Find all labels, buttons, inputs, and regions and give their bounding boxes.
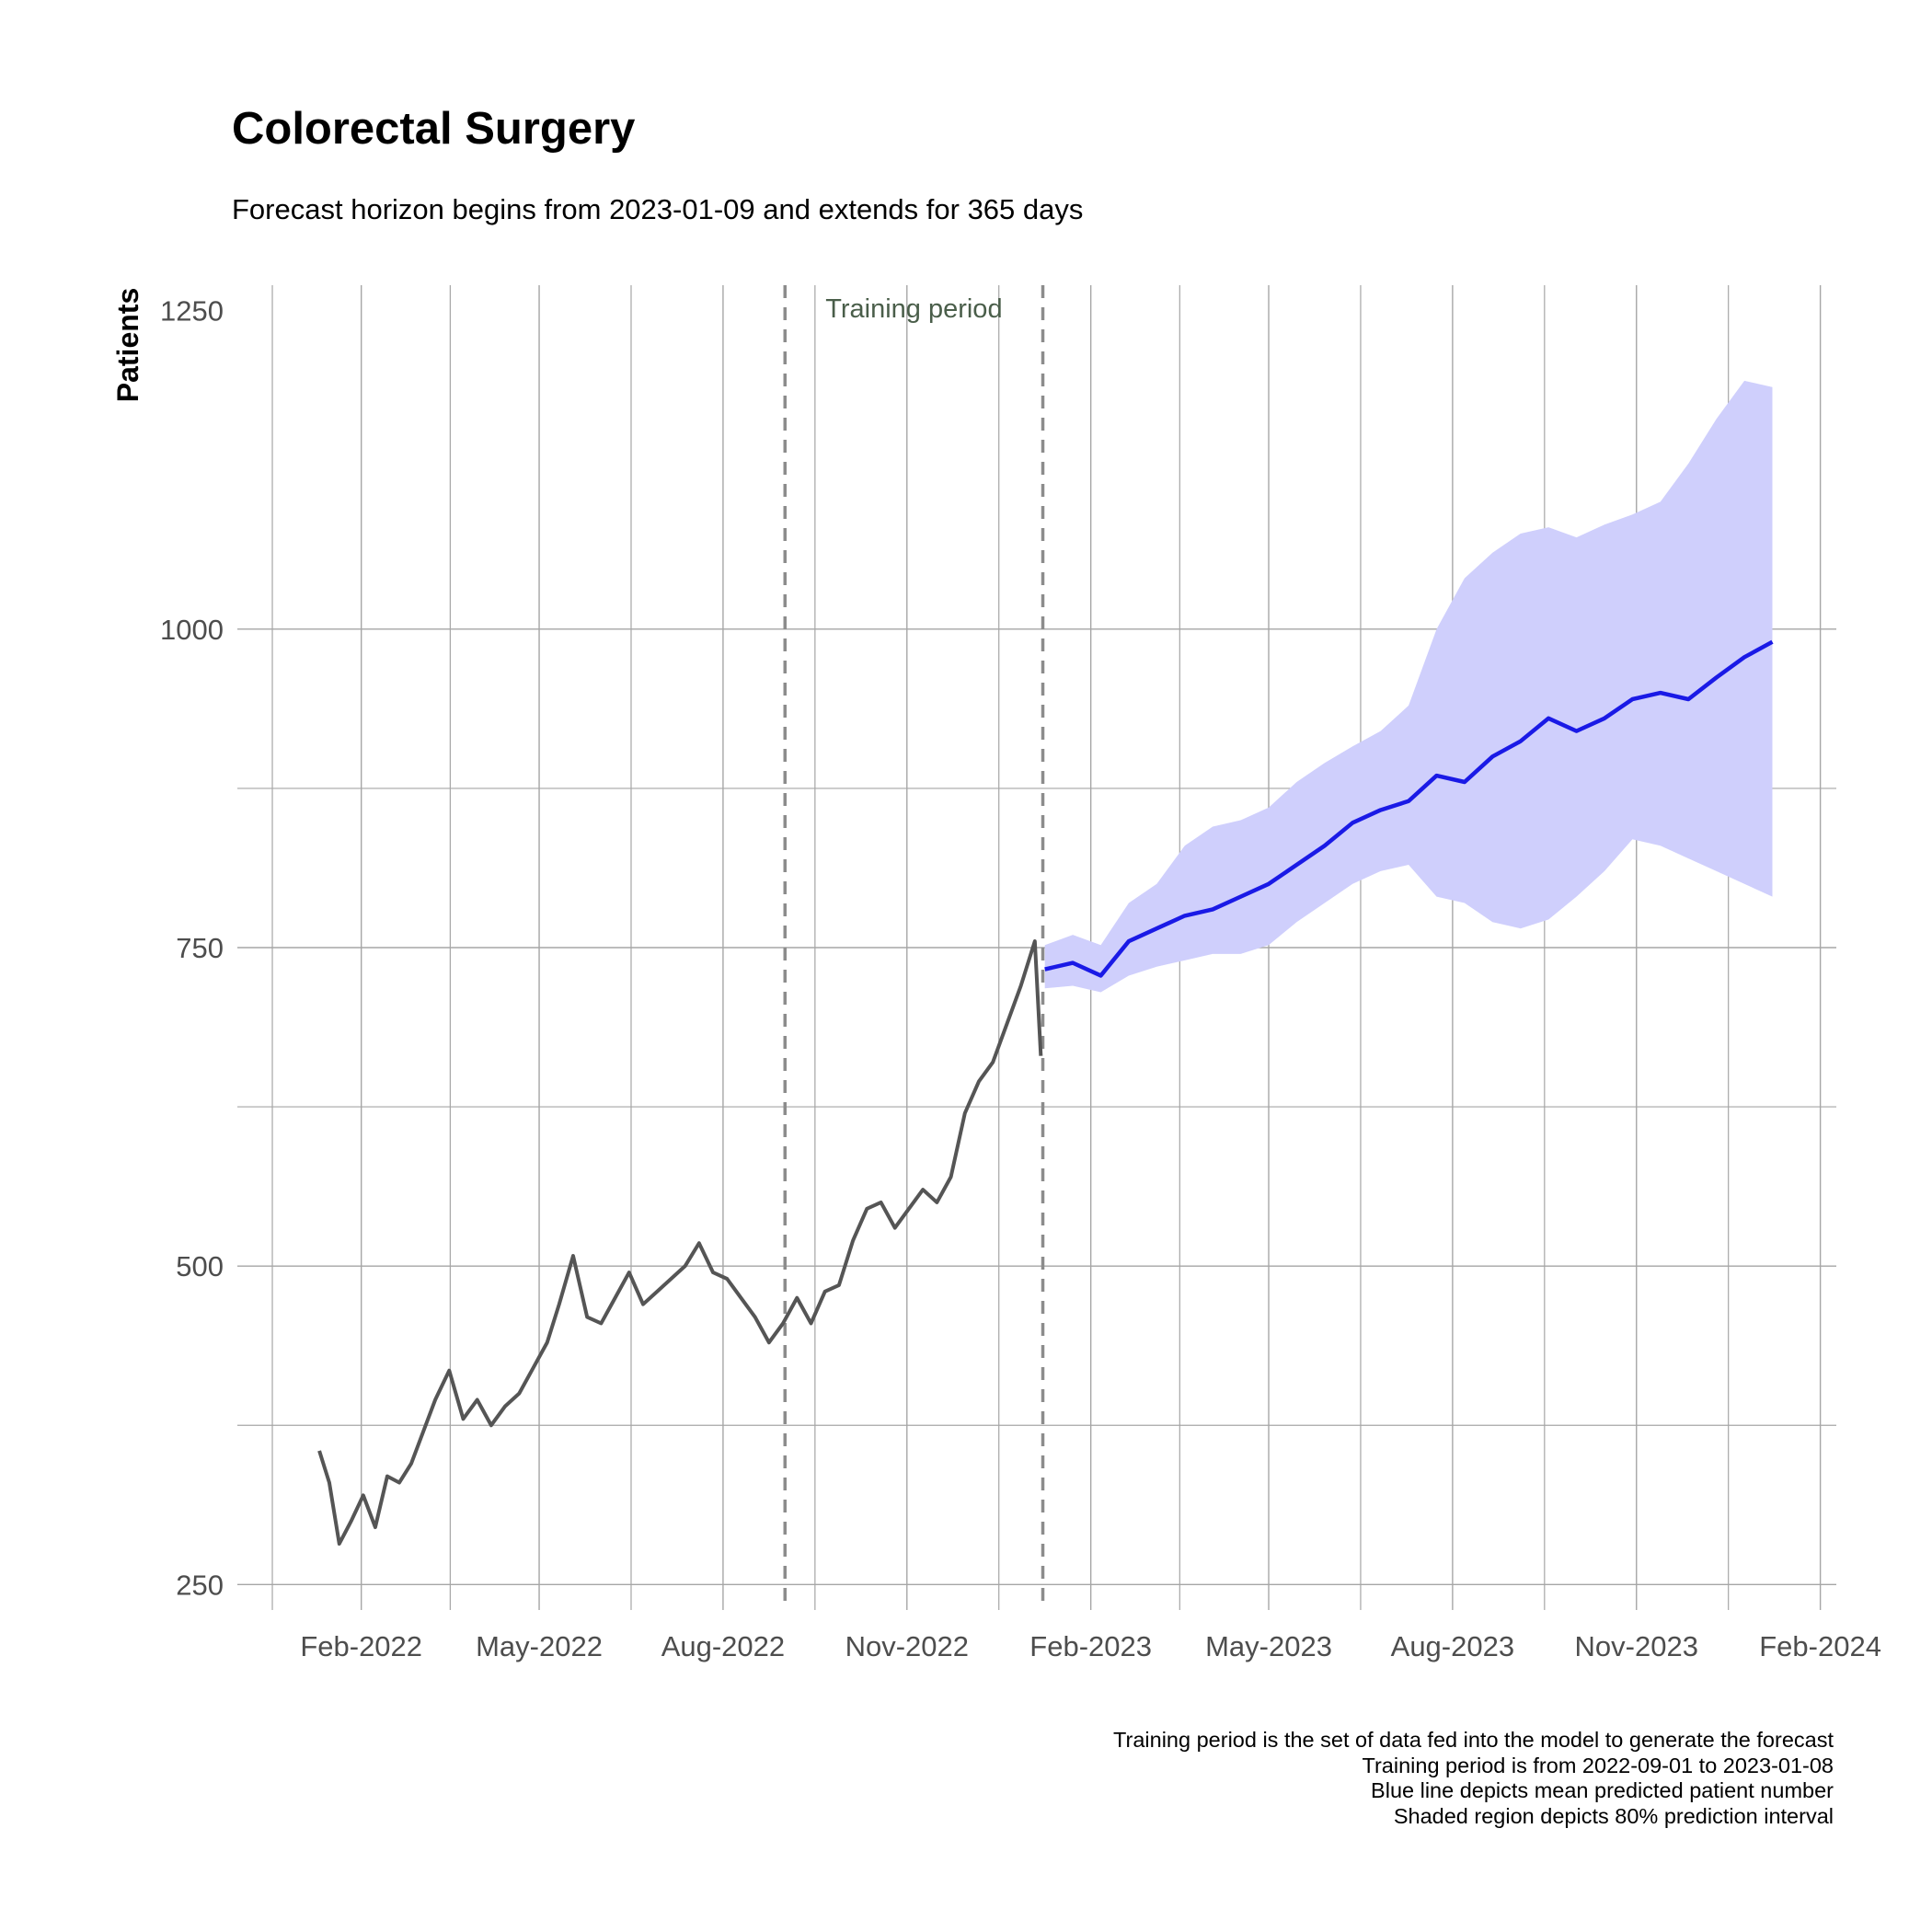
- x-tick-label: May-2022: [476, 1630, 603, 1662]
- y-axis-label: Patients: [111, 288, 144, 402]
- caption-line: Training period is the set of data fed i…: [1113, 1728, 1834, 1752]
- caption-line: Shaded region depicts 80% prediction int…: [1393, 1803, 1834, 1828]
- chart-subtitle: Forecast horizon begins from 2023-01-09 …: [232, 193, 1084, 225]
- x-tick-label: Feb-2024: [1759, 1630, 1881, 1662]
- x-tick-label: Feb-2023: [1029, 1630, 1152, 1662]
- x-tick-label: May-2023: [1205, 1630, 1332, 1662]
- caption-line: Blue line depicts mean predicted patient…: [1371, 1778, 1834, 1802]
- forecast-mean-line: [1044, 639, 1774, 978]
- chart-title: Colorectal Surgery: [232, 104, 636, 154]
- training-period-label: Training period: [825, 294, 1002, 324]
- x-tick-label: Aug-2023: [1391, 1630, 1514, 1662]
- y-tick-label: 1250: [160, 295, 224, 328]
- y-tick-label: 500: [176, 1250, 224, 1282]
- history-line: [317, 939, 1043, 1546]
- y-tick-label: 250: [176, 1569, 224, 1601]
- y-tick-label: 750: [176, 932, 224, 964]
- caption: Training period is the set of data fed i…: [1113, 1728, 1834, 1829]
- caption-line: Training period is from 2022-09-01 to 20…: [1362, 1753, 1834, 1777]
- x-tick-label: Feb-2022: [300, 1630, 422, 1662]
- x-tick-label: Aug-2022: [661, 1630, 785, 1662]
- prediction-band: [1044, 380, 1773, 993]
- y-tick-label: 1000: [160, 614, 224, 646]
- training-period-markers: Training period: [783, 285, 1045, 1610]
- prediction-interval: [1044, 380, 1773, 993]
- axis-labels: 250 500 750 1000 1250 Feb-2022 May-2022 Aug-202…: [111, 288, 1881, 1662]
- series-lines: [317, 639, 1774, 1546]
- x-tick-label: Nov-2023: [1575, 1630, 1698, 1662]
- x-tick-label: Nov-2022: [845, 1630, 969, 1662]
